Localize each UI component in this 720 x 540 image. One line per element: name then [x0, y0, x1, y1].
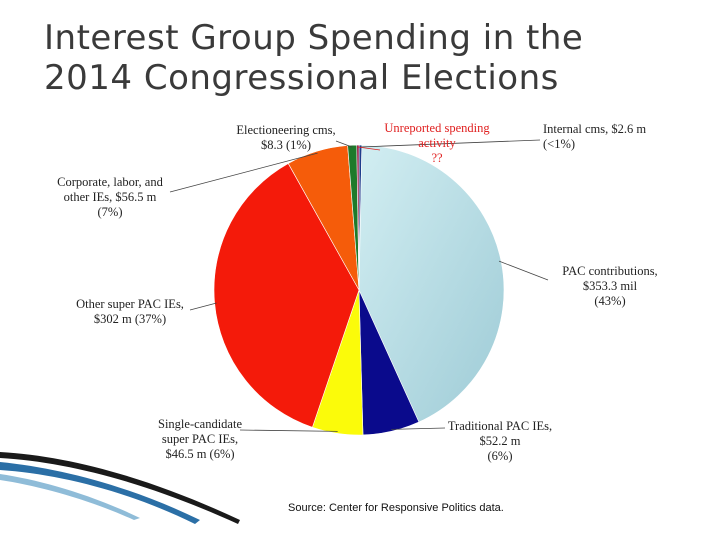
slice-label-line: $46.5 m (6%) — [165, 447, 234, 461]
slice-label-line: $8.3 (1%) — [261, 138, 311, 152]
slice-label-line: Electioneering cms, — [236, 123, 335, 137]
leader-lines — [169, 139, 549, 432]
slice-label-line: $353.3 mil — [583, 279, 638, 293]
leader-line-0 — [360, 139, 541, 148]
slice-label-line: activity — [418, 136, 456, 150]
pie-slice-1 — [358, 144, 505, 423]
slice-label-0: Internal cms, $2.6 m (<1%) — [543, 122, 646, 151]
leader-line-6 — [335, 140, 353, 148]
slice-label-line: $52.2 m — [480, 434, 521, 448]
slice-label-7: Unreported spending activity?? — [384, 121, 490, 165]
slice-label-line: Single-candidate — [158, 417, 242, 431]
slice-label-line: Internal cms, $2.6 m — [543, 122, 646, 136]
slice-label-line: Corporate, labor, and — [57, 175, 163, 189]
pie-slice-7 — [356, 144, 360, 291]
slice-label-line: other IEs, $56.5 m — [64, 190, 157, 204]
slice-label-line: (7%) — [98, 205, 123, 219]
leader-line-4 — [189, 302, 217, 311]
slice-label-line: (6%) — [488, 449, 513, 463]
title-line-1: Interest Group Spending in the — [44, 18, 584, 58]
pie-slices — [213, 144, 505, 436]
leader-line-3 — [239, 429, 338, 432]
leader-line-7 — [357, 146, 381, 151]
slice-label-line: (43%) — [594, 294, 625, 308]
leader-line-2 — [391, 427, 446, 430]
slice-label-line: ?? — [431, 151, 443, 165]
slice-label-line: $302 m (37%) — [94, 312, 166, 326]
slice-label-1: PAC contributions, $353.3 mil (43%) — [562, 264, 657, 308]
slice-label-4: Other super PAC IEs, $302 m (37%) — [76, 297, 184, 326]
slice-label-6: Electioneering cms, $8.3 (1%) — [236, 123, 335, 152]
slice-label-line: PAC contributions, — [562, 264, 657, 278]
slice-labels: Internal cms, $2.6 m (<1%) PAC contributio… — [57, 121, 658, 463]
source-note: Source: Center for Responsive Politics d… — [288, 502, 504, 514]
slice-label-line: Other super PAC IEs, — [76, 297, 184, 311]
slice-label-line: Traditional PAC IEs, — [448, 419, 552, 433]
slice-label-2: Traditional PAC IEs, $52.2 m (6%) — [448, 419, 552, 463]
slice-label-line: Unreported spending — [384, 121, 490, 135]
slice-label-line: super PAC IEs, — [162, 432, 238, 446]
decorative-swoosh — [0, 452, 240, 524]
slide-title: Interest Group Spending in the 2014 Cong… — [44, 18, 704, 98]
slice-label-5: Corporate, labor, and other IEs, $56.5 m(… — [57, 175, 163, 219]
title-line-2: 2014 Congressional Elections — [44, 58, 559, 98]
leader-line-1 — [498, 260, 549, 281]
leader-line-5 — [169, 152, 318, 193]
slice-label-3: Single-candidate super PAC IEs, $46.5 m (6… — [158, 417, 242, 461]
slice-label-line: (<1%) — [543, 137, 575, 151]
